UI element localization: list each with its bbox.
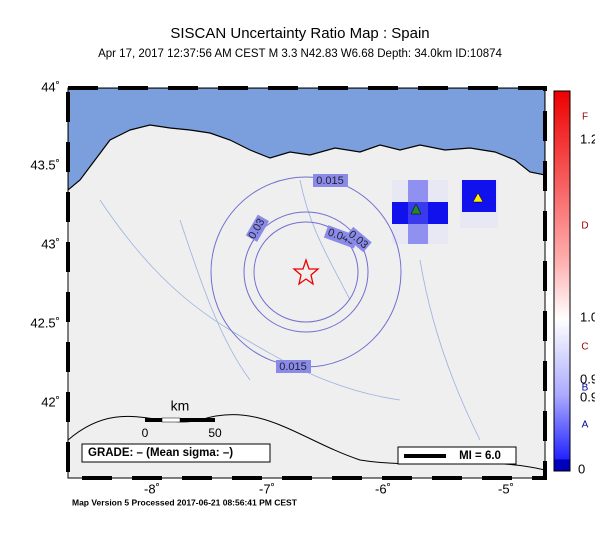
station: [410, 203, 422, 215]
colorbar-label: 1.2: [580, 131, 595, 146]
ratio-cells: [392, 180, 498, 244]
lat-labels: 44˚ 43.5˚ 43˚ 42.5˚ 42˚: [30, 79, 60, 409]
scale-label: 0: [142, 426, 149, 440]
lon-label: -5˚: [498, 481, 514, 496]
colorbar-label: D: [581, 221, 588, 232]
footer: Map Version 5 Processed 2017-06-21 08:56…: [72, 497, 298, 507]
map: 0.015 0.03 0.045 0.03 0.015 km 0 50 GRAD…: [68, 88, 545, 478]
lat-label: 42.5˚: [30, 315, 60, 330]
grade-box: [81, 443, 271, 463]
colorbar-label: B: [582, 383, 589, 394]
lat-label: 44˚: [41, 79, 60, 94]
lon-label: -6˚: [375, 481, 391, 496]
lat-label: 43.5˚: [30, 157, 60, 172]
colorbar-label: 0.9: [580, 389, 595, 404]
ocean: [68, 88, 545, 191]
lon-label: -8˚: [144, 481, 160, 496]
mi-line: [404, 454, 446, 458]
grade: GRADE: – (Mean sigma: –): [88, 447, 233, 459]
colorbar-label: 0.9: [580, 371, 595, 386]
subtitle: Apr 17, 2017 12:37:56 AM CEST M 3.3 N42.…: [98, 48, 502, 60]
colorbar: [553, 90, 571, 472]
scale-unit: km: [171, 398, 190, 414]
station: [472, 192, 484, 203]
epicenter: [292, 257, 320, 286]
title: SISCAN Uncertainty Ratio Map : Spain: [170, 25, 429, 42]
colorbar-label: 0: [578, 461, 585, 476]
rivers: [99, 179, 481, 441]
lon-labels: -8˚ -7˚ -6˚ -5˚: [144, 481, 514, 496]
scale-bar: km 0 50: [142, 398, 222, 440]
contour-label: 0.015: [279, 361, 307, 373]
lon-label: -7˚: [259, 481, 275, 496]
mi-label: MI = 6.0: [459, 450, 501, 462]
colorbar-label: C: [581, 342, 588, 353]
frame-line: [67, 87, 546, 479]
colorbar-label: F: [582, 112, 588, 123]
mi-box: [397, 446, 517, 465]
contour-label: 0.015: [316, 175, 344, 187]
scale-label: 50: [208, 426, 222, 440]
lat-label: 42˚: [41, 394, 60, 409]
lat-label: 43˚: [41, 236, 60, 251]
colorbar-label: 1.0: [580, 309, 595, 324]
colorbar-labels: F 1.2 D 1.0 C 0.9 B 0.9 A 0: [578, 112, 595, 477]
colorbar-label: A: [582, 420, 589, 431]
